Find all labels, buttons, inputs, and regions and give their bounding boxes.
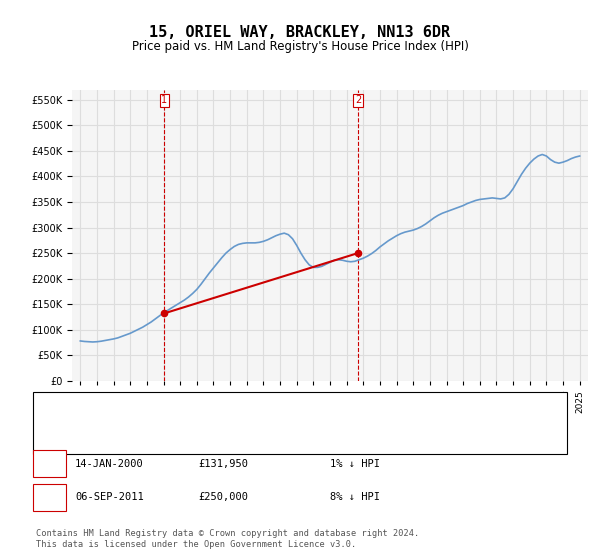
Text: —: —	[54, 403, 70, 418]
Text: 2: 2	[355, 95, 361, 105]
Text: 8% ↓ HPI: 8% ↓ HPI	[330, 492, 380, 502]
Point	[160, 309, 169, 318]
Text: HPI: Average price, detached house, West Northamptonshire: HPI: Average price, detached house, West…	[81, 432, 423, 442]
Point	[353, 249, 363, 258]
Text: Price paid vs. HM Land Registry's House Price Index (HPI): Price paid vs. HM Land Registry's House …	[131, 40, 469, 53]
Text: £250,000: £250,000	[198, 492, 248, 502]
Text: Contains HM Land Registry data © Crown copyright and database right 2024.
This d: Contains HM Land Registry data © Crown c…	[36, 529, 419, 549]
Text: 1: 1	[46, 459, 53, 469]
Text: —: —	[54, 430, 70, 444]
Text: 15, ORIEL WAY, BRACKLEY, NN13 6DR: 15, ORIEL WAY, BRACKLEY, NN13 6DR	[149, 25, 451, 40]
Text: 1: 1	[161, 95, 167, 105]
Text: 14-JAN-2000: 14-JAN-2000	[75, 459, 144, 469]
Text: 15, ORIEL WAY, BRACKLEY, NN13 6DR (detached house): 15, ORIEL WAY, BRACKLEY, NN13 6DR (detac…	[81, 405, 381, 416]
Text: 06-SEP-2011: 06-SEP-2011	[75, 492, 144, 502]
Text: 1% ↓ HPI: 1% ↓ HPI	[330, 459, 380, 469]
Text: £131,950: £131,950	[198, 459, 248, 469]
Text: 2: 2	[46, 492, 53, 502]
